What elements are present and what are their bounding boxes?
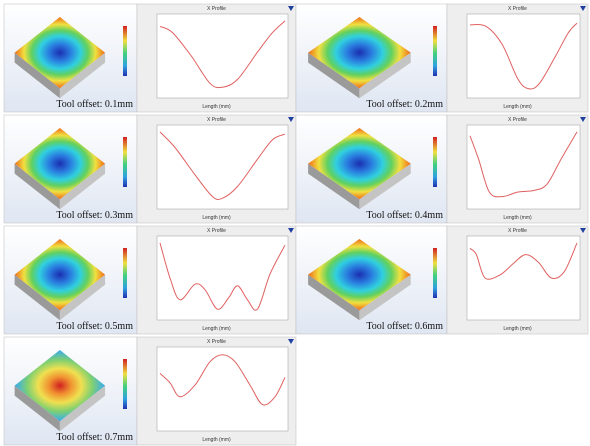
surface-top (308, 16, 411, 89)
caption: Tool offset: 0.5mm (56, 321, 133, 332)
x-axis-label: Length (mm) (202, 326, 231, 332)
caption: Tool offset: 0.7mm (56, 432, 133, 443)
x-axis-label: Length (mm) (503, 326, 532, 332)
plot-area (156, 346, 289, 432)
surface-side (14, 385, 60, 432)
marker (580, 228, 586, 233)
surface-side (14, 274, 60, 321)
plot-area (466, 13, 581, 99)
profile-title: X Profile (207, 6, 226, 12)
surface-side (359, 274, 411, 321)
x-axis-label: Length (mm) (503, 104, 532, 110)
color-bar (123, 137, 127, 187)
surface-top (308, 127, 411, 200)
surface-side (308, 163, 360, 210)
profile-title: X Profile (207, 339, 226, 345)
plot-area (466, 235, 581, 321)
x-axis-label: Length (mm) (503, 215, 532, 221)
color-bar (433, 137, 437, 187)
profile-curve (469, 242, 578, 280)
surface-side (59, 163, 106, 210)
profile-curve (469, 22, 578, 90)
surface-top (308, 238, 411, 311)
marker (288, 6, 294, 11)
caption: Tool offset: 0.2mm (366, 99, 443, 110)
x-axis-label: Length (mm) (202, 104, 231, 110)
surface-side (59, 52, 106, 99)
surface-side (359, 52, 411, 99)
caption: Tool offset: 0.6mm (366, 321, 443, 332)
color-bar (433, 248, 437, 298)
color-bar (123, 26, 127, 76)
caption: Tool offset: 0.3mm (56, 210, 133, 221)
color-bar (123, 359, 127, 409)
caption: Tool offset: 0.1mm (56, 99, 133, 110)
surface-top (14, 127, 106, 200)
profile-title: X Profile (207, 117, 226, 123)
surface-top (14, 349, 106, 422)
profile-title: X Profile (508, 228, 527, 234)
surface-side (59, 385, 106, 432)
profile-curve (159, 242, 286, 311)
marker (288, 339, 294, 344)
marker (288, 117, 294, 122)
surface-top (14, 16, 106, 89)
plot-area (156, 13, 289, 99)
surface-side (59, 274, 106, 321)
profile-curve (159, 20, 286, 89)
x-axis-label: Length (mm) (202, 437, 231, 443)
caption: Tool offset: 0.4mm (366, 210, 443, 221)
surface-side (308, 274, 360, 321)
color-bar (433, 26, 437, 76)
surface-side (308, 52, 360, 99)
surface-top (14, 238, 106, 311)
color-bar (123, 248, 127, 298)
surface-side (14, 52, 60, 99)
marker (288, 228, 294, 233)
profile-curve (159, 354, 286, 406)
plot-area (156, 124, 289, 210)
profile-curve (469, 131, 578, 198)
profile-title: X Profile (207, 228, 226, 234)
marker (580, 6, 586, 11)
surface-side (14, 163, 60, 210)
marker (580, 117, 586, 122)
x-axis-label: Length (mm) (202, 215, 231, 221)
surface-side (359, 163, 411, 210)
profile-curve (159, 131, 286, 200)
profile-title: X Profile (508, 6, 527, 12)
profile-title: X Profile (508, 117, 527, 123)
plot-area (466, 124, 581, 210)
